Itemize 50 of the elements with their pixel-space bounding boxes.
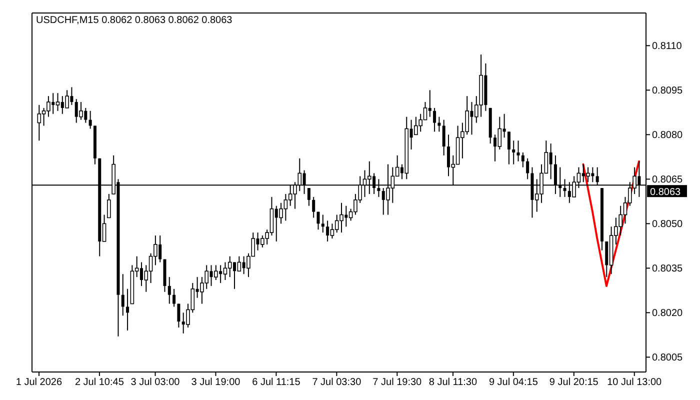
candlestick xyxy=(321,214,324,234)
y-tick-label: 0.8080 xyxy=(652,130,684,142)
x-tick-label: 7 Jul 03:30 xyxy=(312,377,362,388)
x-tick-label: 10 Jul 13:00 xyxy=(607,377,662,388)
candlestick xyxy=(307,188,310,206)
candlestick xyxy=(512,140,516,165)
candlestick xyxy=(516,140,520,162)
candlestick xyxy=(107,193,111,218)
candlestick xyxy=(442,119,446,156)
candlestick xyxy=(228,256,232,278)
candlestick xyxy=(56,92,60,112)
x-tick-label: 3 Jul 19:00 xyxy=(191,377,241,388)
x-tick-label: 6 Jul 11:15 xyxy=(252,377,301,388)
candlestick xyxy=(237,256,242,272)
candlestick xyxy=(65,90,69,108)
candlestick xyxy=(121,274,124,316)
candlestick xyxy=(330,223,334,239)
candlestick xyxy=(79,102,83,120)
candlestick xyxy=(526,158,530,180)
ref-line-label: 0.8063 xyxy=(650,187,682,198)
candlestick xyxy=(168,276,171,304)
candlestick xyxy=(312,196,316,218)
x-tick-label: 8 Jul 11:30 xyxy=(428,377,478,388)
candlestick xyxy=(177,303,180,328)
y-tick-label: 0.8005 xyxy=(652,352,684,364)
y-tick-label: 0.8035 xyxy=(652,264,684,275)
line-series xyxy=(582,160,640,287)
candlestick xyxy=(507,131,510,165)
x-tick-label: 9 Jul 20:15 xyxy=(549,377,599,388)
y-tick-label: 0.8095 xyxy=(652,86,684,97)
candlestick xyxy=(433,107,436,132)
candlestick xyxy=(498,116,502,150)
candlestick xyxy=(37,104,42,142)
candlestick xyxy=(316,211,320,230)
y-tick-label: 0.8110 xyxy=(652,41,682,52)
x-tick-label: 3 Jul 03:00 xyxy=(130,377,180,388)
y-tick-label: 0.8050 xyxy=(652,219,684,230)
candlestick xyxy=(521,152,524,168)
candlestick xyxy=(586,166,590,183)
y-tick-label: 0.8020 xyxy=(652,308,684,320)
y-tick-label: 0.8065 xyxy=(652,174,684,186)
candlestick xyxy=(214,264,218,281)
x-tick-label: 9 Jul 04:15 xyxy=(488,377,538,388)
x-tick-label: 2 Jul 10:45 xyxy=(74,377,124,388)
x-tick-label: 7 Jul 19:30 xyxy=(372,377,422,388)
candlestick xyxy=(172,288,176,308)
candlestick xyxy=(126,288,130,331)
candlestick xyxy=(88,110,92,130)
chart-title: USDCHF,M15 0.8062 0.8063 0.8062 0.8063 xyxy=(36,15,232,26)
x-tick-label: 1 Jul 2026 xyxy=(16,377,62,388)
